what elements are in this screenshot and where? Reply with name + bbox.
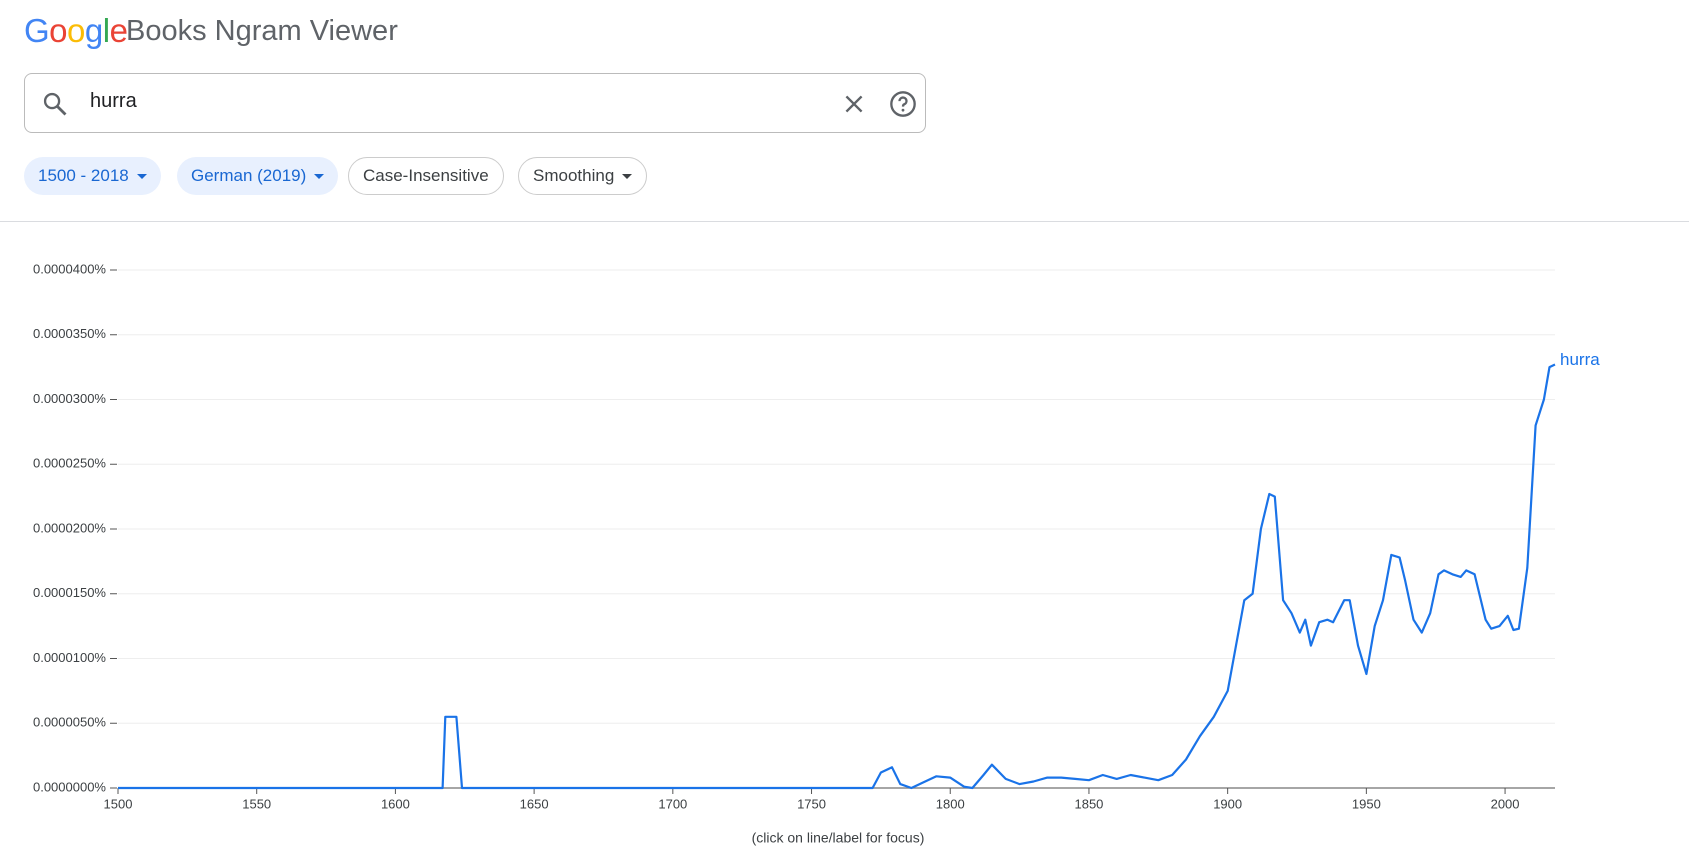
y-tick-label: 0.0000200% [33,520,106,535]
search-box[interactable]: hurra [24,73,926,133]
year-range-chip[interactable]: 1500 - 2018 [24,157,161,195]
help-button[interactable] [889,90,917,118]
x-tick-label: 1800 [936,796,965,811]
x-tick-label: 1900 [1213,796,1242,811]
x-tick-label: 1550 [242,796,271,811]
case-chip[interactable]: Case-Insensitive [348,157,504,195]
x-tick-label: 1500 [104,796,133,811]
y-tick-label: 0.0000350% [33,326,106,341]
y-tick-label: 0.0000250% [33,456,106,471]
y-tick-label: 0.0000300% [33,391,106,406]
logo-letter: o [67,12,85,49]
x-tick-label: 1700 [658,796,687,811]
x-tick-label: 1600 [381,796,410,811]
series-line [118,363,1556,790]
logo-letter: g [84,12,103,49]
search-icon [43,92,67,116]
y-tick-label: 0.0000050% [33,715,106,730]
series-label: hurra [1560,350,1600,369]
clear-button[interactable] [841,91,867,117]
chip-label: 1500 - 2018 [38,166,129,185]
x-tick-label: 1850 [1074,796,1103,811]
app-title: Books Ngram Viewer [126,15,398,47]
x-tick-label: 1950 [1352,796,1381,811]
google-logo[interactable]: Google [24,12,128,50]
logo-letter: e [109,12,128,49]
corpus-chip[interactable]: German (2019) [177,157,339,195]
chip-label: German (2019) [191,166,307,185]
search-input[interactable]: hurra [90,90,137,112]
x-tick-label: 2000 [1491,796,1520,811]
logo-letter: G [24,12,50,49]
logo-letter: o [49,12,68,49]
y-tick-label: 0.0000400% [33,261,106,276]
chip-label: Case-Insensitive [363,166,489,185]
x-tick-label: 1650 [520,796,549,811]
x-tick-label: 1750 [797,796,826,811]
chart: (click on line/label for focus) 0.000000… [33,261,1600,846]
smoothing-chip[interactable]: Smoothing [518,157,648,195]
chip-label: Smoothing [533,166,615,185]
divider [0,221,1689,222]
chart-note: (click on line/label for focus) [752,830,925,846]
y-tick-label: 0.0000100% [33,650,106,665]
y-tick-label: 0.0000150% [33,585,106,600]
y-tick-label: 0.0000000% [33,779,106,794]
logo-letter: l [102,12,110,49]
